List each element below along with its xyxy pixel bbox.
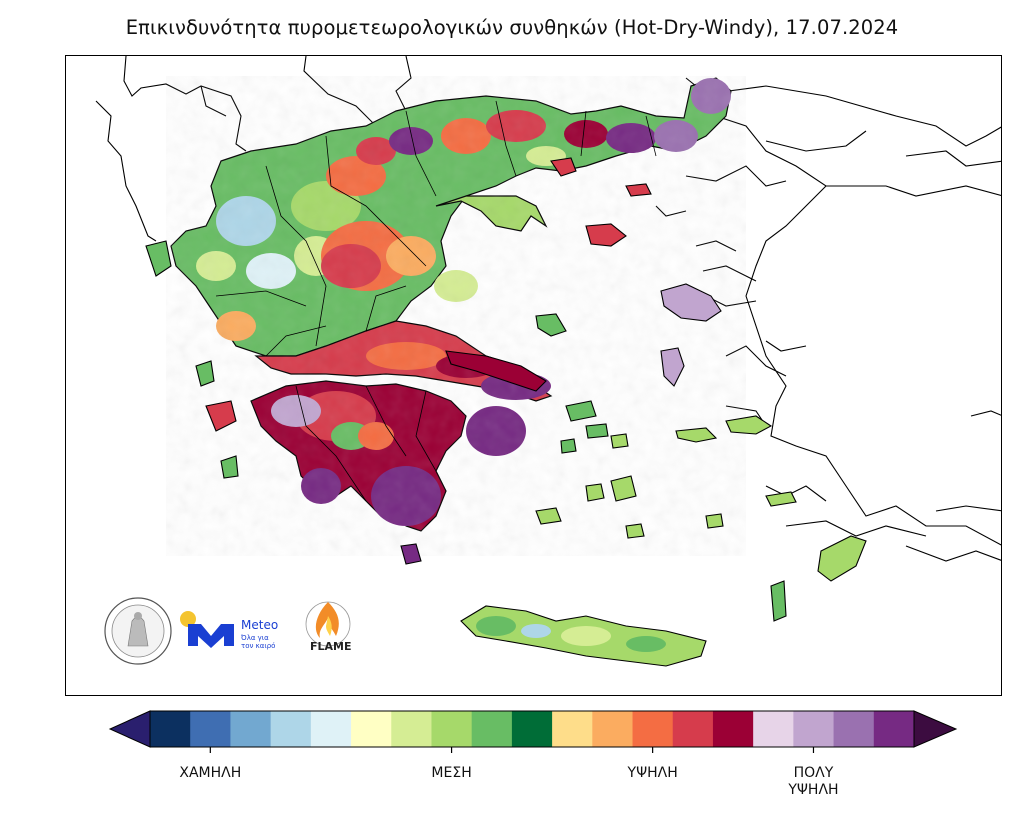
colorbar-label-line: ΥΨΗΛΗ <box>627 765 678 781</box>
flame-label: FLAME <box>310 640 352 653</box>
island-kos <box>765 491 797 507</box>
logo-flame: FLAME <box>305 601 352 653</box>
island-kythira <box>400 543 422 565</box>
island-astypalaia <box>705 513 724 529</box>
island-evia <box>445 350 547 392</box>
colorbar-label-line: ΥΨΗΛΗ <box>788 782 839 798</box>
island-tinos <box>585 423 609 439</box>
colorbar-cell <box>632 711 674 747</box>
colorbar-cell <box>793 711 835 747</box>
island-samos <box>725 415 773 435</box>
colorbar-extend-low <box>108 710 151 748</box>
colorbar-label: ΜΕΣΗ <box>392 765 512 782</box>
island-lefkada <box>195 360 215 387</box>
meteo-name: Meteo <box>241 618 278 632</box>
map-canvas: Meteo Όλα για τον καιρό FLAME <box>95 56 1001 667</box>
colorbar-cell <box>592 711 634 747</box>
island-andros <box>565 400 597 422</box>
colorbar-cell <box>672 711 714 747</box>
colorbar-cell <box>230 711 272 747</box>
colorbar-label: ΧΑΜΗΛΗ <box>150 765 270 782</box>
colorbar-cell <box>833 711 875 747</box>
region-borders <box>215 100 657 502</box>
colorbar-cell <box>753 711 794 747</box>
colorbar-cell <box>190 711 231 747</box>
meteo-tagline-1: Όλα για <box>240 634 269 642</box>
colorbar-label-line: ΜΕΣΗ <box>431 765 472 781</box>
island-mykonos <box>610 433 629 449</box>
island-corfu <box>145 240 172 277</box>
colorbar-cell <box>712 711 754 747</box>
meteo-tagline-2: τον καιρό <box>241 642 275 650</box>
island-karpathos <box>770 580 787 622</box>
colorbar-extend-high <box>913 710 958 748</box>
island-paros <box>585 483 605 502</box>
colorbar-cell <box>431 711 473 747</box>
colorbar-label: ΠΟΛΥ ΥΨΗΛΗ <box>753 765 873 799</box>
colorbar-cell <box>471 711 513 747</box>
island-lesvos <box>660 283 722 322</box>
colorbar-label-line: ΧΑΜΗΛΗ <box>179 765 242 781</box>
island-syros <box>560 438 577 454</box>
texture-overlay <box>166 76 746 556</box>
colorbar-cell <box>391 711 432 747</box>
colorbar-cell <box>310 711 352 747</box>
island-samothraki <box>625 183 652 197</box>
island-zakynthos <box>220 455 239 479</box>
island-limnos <box>585 223 627 247</box>
colorbar-label: ΥΨΗΛΗ <box>593 765 713 782</box>
colorbar-cell <box>873 711 915 747</box>
logo-meteo: Meteo Όλα για τον καιρό <box>180 611 278 650</box>
colorbar-outline <box>149 710 915 748</box>
colorbar-cell <box>552 711 593 747</box>
colorbar-cell <box>270 711 312 747</box>
island-santorini <box>625 523 645 539</box>
island-milos <box>535 507 562 525</box>
island-rhodes <box>817 535 867 582</box>
colorbar-cells <box>108 710 958 748</box>
island-kefalonia <box>205 400 237 432</box>
colorbar-label-line: ΠΟΛΥ <box>793 765 834 781</box>
island-ikaria <box>675 427 718 443</box>
logo-university-seal <box>104 597 172 665</box>
map-title: Επικινδυνότητα πυρομετεωρολογικών συνθηκ… <box>125 16 899 39</box>
island-naxos <box>610 475 637 502</box>
colorbar-ticks <box>209 747 815 753</box>
map-panel: Meteo Όλα για τον καιρό FLAME <box>65 55 1002 696</box>
crete-patches <box>476 616 666 652</box>
island-chios <box>660 347 685 387</box>
island-thasos <box>550 157 577 177</box>
island-skyros <box>535 313 567 337</box>
colorbar-cell <box>511 711 553 747</box>
colorbar-cell <box>351 711 392 747</box>
colorbar-cell <box>150 711 191 747</box>
